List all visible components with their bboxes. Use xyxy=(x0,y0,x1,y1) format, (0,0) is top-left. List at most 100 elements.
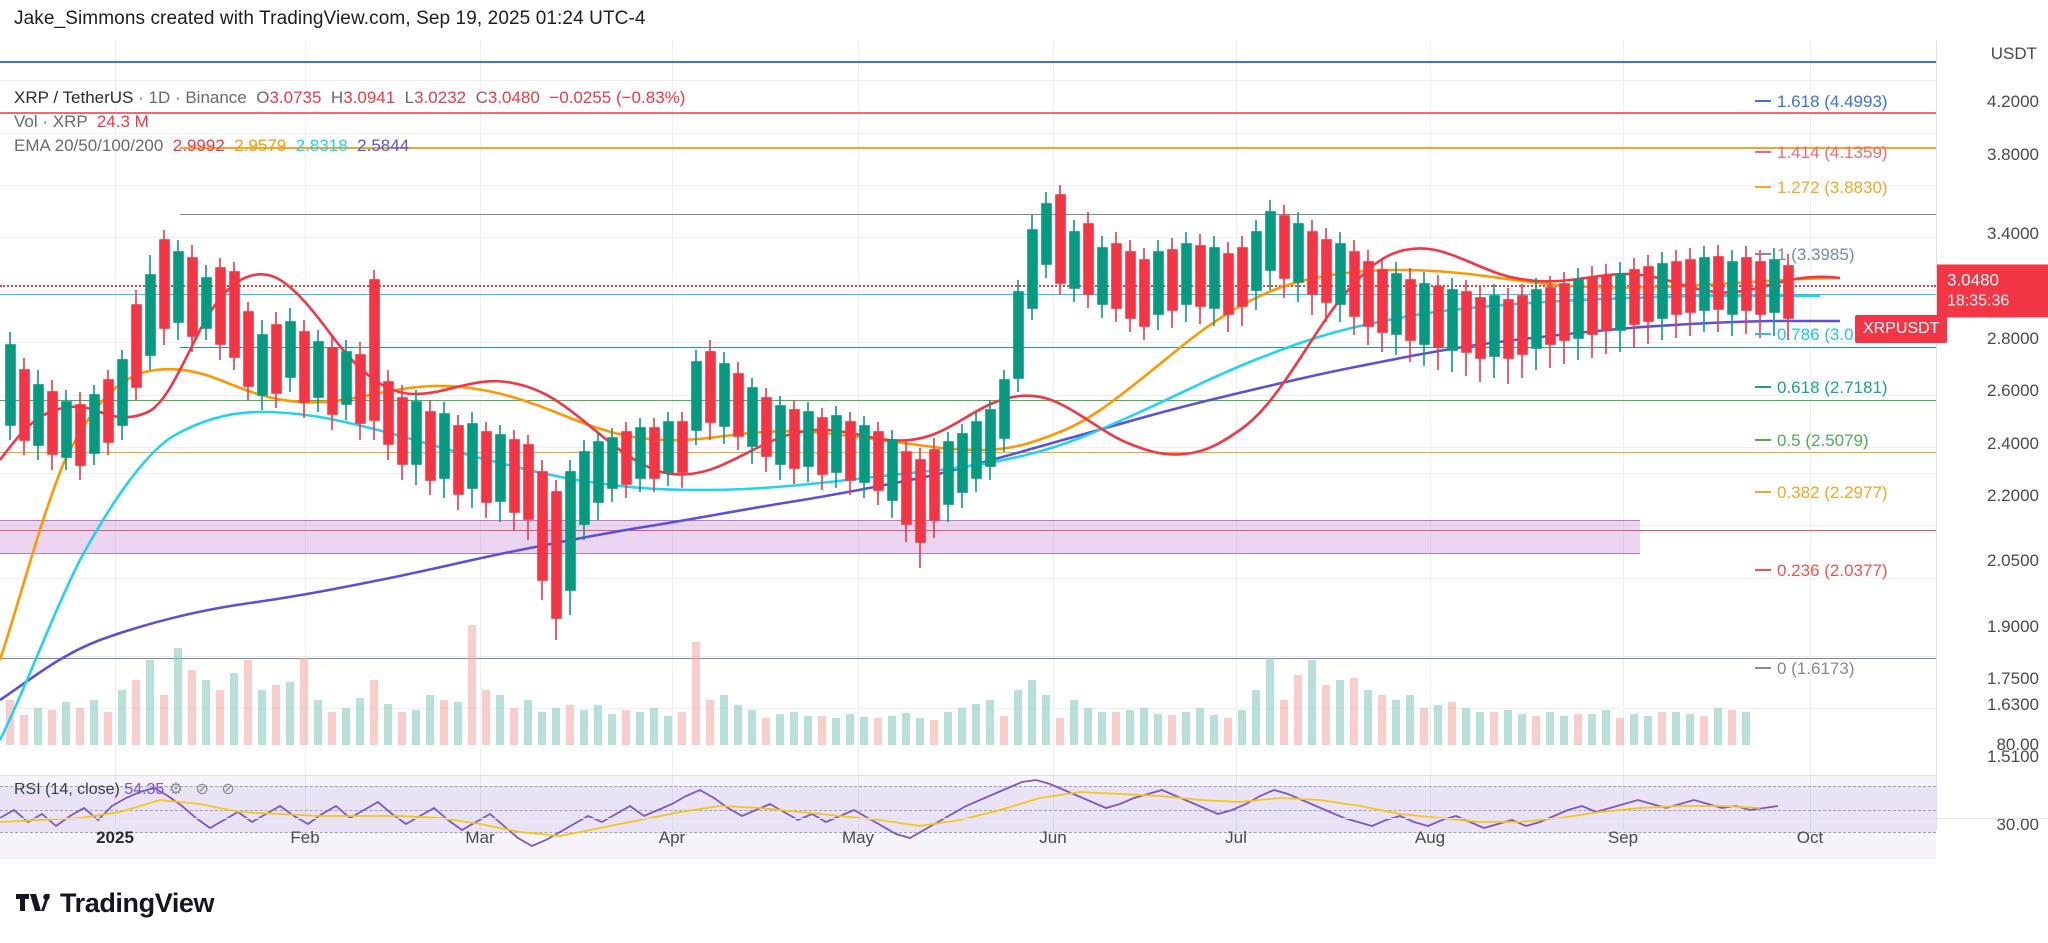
price-tick: 1.6300 xyxy=(1987,695,2039,714)
rsi-pane[interactable] xyxy=(0,775,1936,859)
fib-text: 1.414 (4.1359) xyxy=(1777,143,1888,162)
symbol-tag[interactable]: XRPUSDT xyxy=(1855,315,1948,343)
fib-line-1618 xyxy=(0,61,1936,63)
legend-volume-value: 24.3 M xyxy=(96,112,149,131)
fib-dash-icon xyxy=(1755,185,1771,188)
legend-close-label: C xyxy=(475,88,488,107)
fib-line-1272 xyxy=(180,147,1936,149)
last-price-badge[interactable]: 3.0480 18:35:36 xyxy=(1937,264,2048,318)
fib-text: 1.618 (4.4993) xyxy=(1777,92,1888,111)
legend-change-percent: (−0.83%) xyxy=(615,88,686,107)
gridline-v xyxy=(115,40,116,830)
price-tick: 1.5100 xyxy=(1987,747,2039,766)
last-price-dotted-line xyxy=(0,285,1936,287)
time-tick: Jun xyxy=(1039,828,1067,847)
time-tick: Sep xyxy=(1607,828,1639,847)
legend-symbol[interactable]: XRP / TetherUS xyxy=(14,88,134,107)
gridline-h xyxy=(0,578,1936,579)
fib-dash-icon xyxy=(1755,385,1771,388)
gridline-h xyxy=(0,656,1936,657)
fib-dash-icon xyxy=(1755,332,1771,335)
price-tick: 2.0500 xyxy=(1987,551,2039,570)
time-tick: Apr xyxy=(658,828,686,847)
fib-line-0 xyxy=(0,658,1936,659)
legend-ema20-value: 2.9992 xyxy=(172,136,225,155)
rsi-scale-tick: 80.00 xyxy=(1996,735,2039,754)
fib-label-0382[interactable]: 0.382 (2.2977) xyxy=(1755,483,1888,503)
rsi-label: RSI (14, close) xyxy=(14,781,120,798)
tradingview-logo-icon xyxy=(16,893,50,911)
legend-row-volume[interactable]: Vol · XRP 24.3 M xyxy=(14,110,685,134)
price-tick: 3.8000 xyxy=(1987,145,2039,164)
legend-low-value: 3.0232 xyxy=(414,88,467,107)
legend-row-symbol[interactable]: XRP / TetherUS · 1D · Binance O3.0735 H3… xyxy=(14,86,685,110)
legend-interval[interactable]: 1D xyxy=(148,88,171,107)
price-scale[interactable]: USDT 4.2000 3.8000 3.4000 2.8000 2.6000 … xyxy=(1936,40,2048,834)
gridline-v xyxy=(480,40,481,830)
price-scale-title: USDT xyxy=(1990,44,2037,63)
legend-row-ema[interactable]: EMA 20/50/100/200 2.9992 2.9579 2.8318 2… xyxy=(14,134,685,158)
fib-label-1272[interactable]: 1.272 (3.8830) xyxy=(1755,178,1888,198)
ema-20-line xyxy=(0,247,1841,476)
chart-canvas[interactable]: RSI (14, close) 54.35 ⚙ ⊘ ⊘ XRP / Tether… xyxy=(0,40,1948,859)
gridline-h xyxy=(0,342,1936,343)
legend-high-label: H xyxy=(330,88,344,107)
fib-line-0382 xyxy=(0,452,1936,453)
fib-label-1414[interactable]: 1.414 (4.1359) xyxy=(1755,143,1888,163)
gridline-h xyxy=(0,237,1936,238)
gridline-v xyxy=(1810,40,1811,830)
legend-sep-2: · xyxy=(170,88,186,107)
price-tick: 2.6000 xyxy=(1987,381,2039,400)
fib-label-1618[interactable]: 1.618 (4.4993) xyxy=(1755,92,1888,112)
legend-high-value: 3.0941 xyxy=(343,88,396,107)
rsi-band-30-70 xyxy=(0,786,1936,832)
gridline-h xyxy=(0,525,1936,526)
gridline-h xyxy=(0,395,1936,396)
price-tick: 3.4000 xyxy=(1987,224,2039,243)
fib-label-0236[interactable]: 0.236 (2.0377) xyxy=(1755,561,1888,581)
legend-open-label: O xyxy=(256,88,270,107)
ema-100-line xyxy=(0,294,1820,741)
time-scale[interactable]: 2025 Feb Mar Apr May Jun Jul Aug Sep Oct xyxy=(0,818,2048,857)
chart-legend: XRP / TetherUS · 1D · Binance O3.0735 H3… xyxy=(14,86,685,158)
fib-text: 0.5 (2.5079) xyxy=(1777,431,1869,450)
gridline-h xyxy=(0,708,1936,709)
credit-line: Jake_Simmons created with TradingView.co… xyxy=(14,8,646,29)
price-tick: 2.4000 xyxy=(1987,434,2039,453)
fib-dash-icon xyxy=(1755,252,1771,255)
price-tick: 4.2000 xyxy=(1987,92,2039,111)
support-zone-rectangle[interactable] xyxy=(0,520,1640,554)
time-tick: Jul xyxy=(1225,828,1247,847)
volume-histogram xyxy=(6,625,1750,745)
fib-dash-icon xyxy=(1755,490,1771,493)
fib-text: 0.382 (2.2977) xyxy=(1777,483,1888,502)
rsi-legend: RSI (14, close) 54.35 ⚙ ⊘ ⊘ xyxy=(14,779,239,799)
rsi-overbought-line xyxy=(0,786,1936,787)
time-tick: Aug xyxy=(1414,828,1446,847)
tradingview-brand[interactable]: TradingView xyxy=(16,888,215,919)
legend-close-value: 3.0480 xyxy=(487,88,540,107)
fib-dash-icon xyxy=(1755,150,1771,153)
price-tick: 2.8000 xyxy=(1987,329,2039,348)
bar-countdown: 18:35:36 xyxy=(1947,292,2010,310)
tradingview-brand-text: TradingView xyxy=(60,888,215,918)
legend-ema200-value: 2.5844 xyxy=(357,136,410,155)
fib-line-0618 xyxy=(180,347,1936,348)
gridline-v xyxy=(305,40,306,830)
fib-label-0[interactable]: 0 (1.6173) xyxy=(1755,659,1855,679)
fib-label-0618[interactable]: 0.618 (2.7181) xyxy=(1755,378,1888,398)
fib-text: 1 (3.3985) xyxy=(1777,245,1855,264)
rsi-settings-icons[interactable]: ⚙ ⊘ ⊘ xyxy=(168,781,239,798)
rsi-value: 54.35 xyxy=(124,781,165,798)
gridline-h xyxy=(0,473,1936,474)
fib-label-05[interactable]: 0.5 (2.5079) xyxy=(1755,431,1869,451)
gridline-v xyxy=(1623,40,1624,830)
gridline-v xyxy=(1236,40,1237,830)
fib-line-1414 xyxy=(0,112,1936,114)
legend-ema50-value: 2.9579 xyxy=(234,136,287,155)
fib-line-05 xyxy=(0,400,1936,401)
fib-dash-icon xyxy=(1755,438,1771,441)
fib-label-1[interactable]: 1 (3.3985) xyxy=(1755,245,1855,265)
rsi-series-overlay xyxy=(0,779,1779,848)
